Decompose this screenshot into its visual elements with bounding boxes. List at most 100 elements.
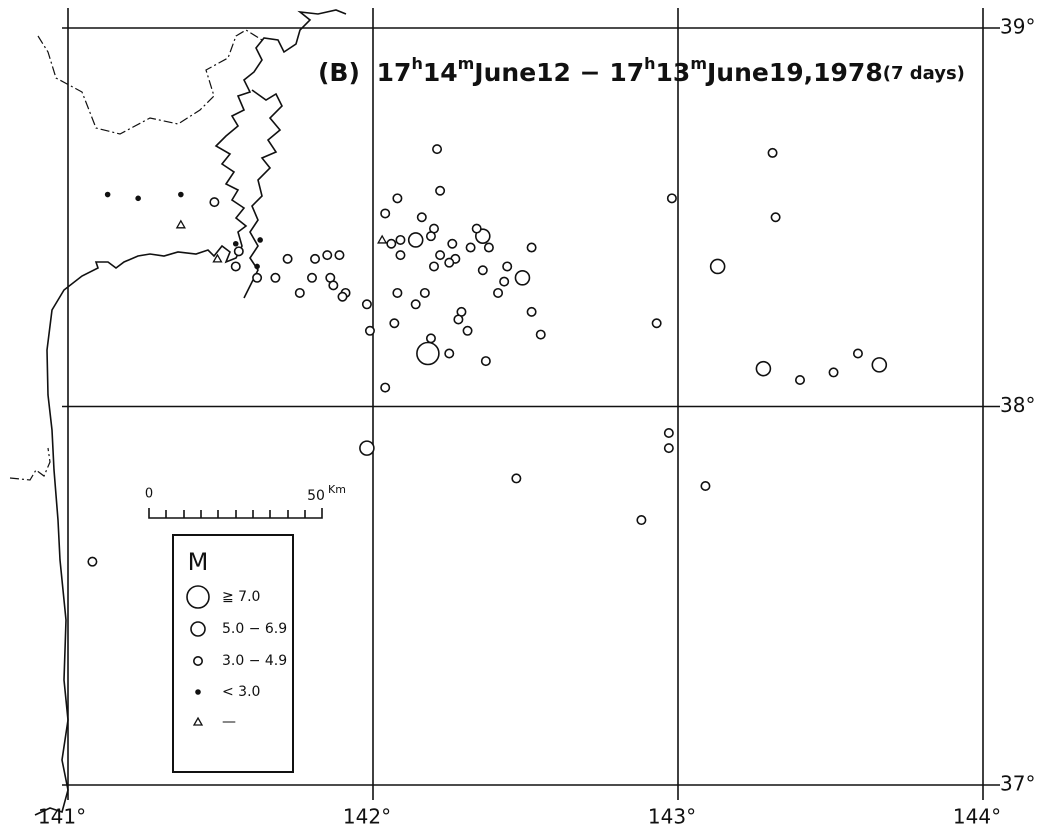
marker xyxy=(359,440,375,456)
title-part: (B) xyxy=(318,58,360,87)
marker xyxy=(270,272,281,283)
title-part: 14 xyxy=(423,58,458,87)
marker xyxy=(407,232,424,248)
y-tick-label: 38° xyxy=(1000,393,1035,417)
marker xyxy=(392,193,403,204)
legend: M ≧ 7.0 5.0 − 6.9 3.0 − 4.9 < 3.0 — xyxy=(172,534,294,773)
legend-label: 3.0 − 4.9 xyxy=(222,653,287,669)
marker xyxy=(232,240,239,247)
marker xyxy=(666,193,677,204)
marker xyxy=(416,341,440,366)
marker xyxy=(526,306,537,317)
marker xyxy=(499,276,510,287)
marker xyxy=(178,191,184,198)
marker xyxy=(852,348,863,359)
marker xyxy=(361,299,372,310)
marker xyxy=(410,299,421,310)
marker xyxy=(453,314,464,325)
marker xyxy=(209,197,220,208)
legend-label: 5.0 − 6.9 xyxy=(222,621,287,637)
title-part: 17 xyxy=(609,58,644,87)
title-part: m xyxy=(690,54,707,73)
marker xyxy=(700,480,711,491)
marker xyxy=(322,250,333,261)
marker xyxy=(828,367,839,378)
marker xyxy=(195,689,201,695)
marker xyxy=(380,382,391,393)
scale-label: 0 xyxy=(145,487,153,502)
legend-label: < 3.0 xyxy=(222,684,260,700)
marker xyxy=(767,147,778,158)
marker xyxy=(444,348,455,359)
x-tick-label: 141° xyxy=(38,805,86,829)
marker xyxy=(794,375,805,386)
marker xyxy=(328,280,339,291)
marker xyxy=(493,287,504,298)
marker xyxy=(186,585,210,609)
marker xyxy=(471,223,482,234)
scale-bar: 0 50 Km xyxy=(145,483,346,519)
marker xyxy=(502,261,513,272)
coastline xyxy=(9,9,347,816)
legend-label: — xyxy=(222,714,236,730)
x-tick-label: 143° xyxy=(648,805,696,829)
marker xyxy=(663,443,674,454)
marker xyxy=(447,238,458,249)
marker xyxy=(104,191,111,198)
legend-title: M xyxy=(188,548,209,576)
marker xyxy=(871,357,888,373)
marker xyxy=(755,360,772,377)
marker xyxy=(432,144,443,155)
title-part: 17 xyxy=(377,58,412,87)
title-part: June19,1978 xyxy=(705,58,883,87)
marker xyxy=(425,333,436,344)
title-part: h xyxy=(644,54,655,73)
scale-unit: Km xyxy=(328,483,346,496)
title-part: June12 xyxy=(472,58,571,87)
marker xyxy=(310,253,321,264)
marker xyxy=(435,185,446,196)
marker xyxy=(651,318,662,329)
marker xyxy=(444,257,455,268)
marker xyxy=(663,427,674,438)
marker xyxy=(230,261,241,272)
prefecture-border xyxy=(9,447,51,481)
legend-box xyxy=(172,534,294,773)
marker xyxy=(334,250,345,261)
marker xyxy=(190,621,206,637)
x-tick-label: 142° xyxy=(343,805,391,829)
marker xyxy=(425,231,436,242)
marker xyxy=(192,716,204,726)
marker xyxy=(636,515,647,526)
marker xyxy=(386,238,397,249)
marker xyxy=(282,253,293,264)
marker xyxy=(395,250,406,261)
marker xyxy=(392,287,403,298)
marker xyxy=(135,195,141,202)
marker xyxy=(462,325,473,336)
y-tick-label: 37° xyxy=(1000,772,1035,796)
x-tick-label: 144° xyxy=(953,805,1001,829)
marker xyxy=(477,265,488,276)
marker xyxy=(770,212,781,223)
marker xyxy=(87,556,98,567)
marker xyxy=(389,318,400,329)
marker xyxy=(175,219,186,229)
marker xyxy=(480,356,491,367)
marker xyxy=(377,234,388,244)
marker xyxy=(416,212,427,223)
marker xyxy=(483,242,494,253)
title: (B) 17h14mJune12 − 17h13mJune19,1978(7 d… xyxy=(318,54,965,88)
title-part: − xyxy=(580,58,601,87)
marker xyxy=(526,242,537,253)
title-part: m xyxy=(458,54,475,73)
coast xyxy=(34,9,347,816)
marker xyxy=(535,329,546,340)
marker xyxy=(465,242,476,253)
marker xyxy=(428,261,439,272)
marker xyxy=(514,270,531,286)
marker xyxy=(419,287,430,298)
marker xyxy=(709,258,726,275)
marker xyxy=(257,237,263,243)
